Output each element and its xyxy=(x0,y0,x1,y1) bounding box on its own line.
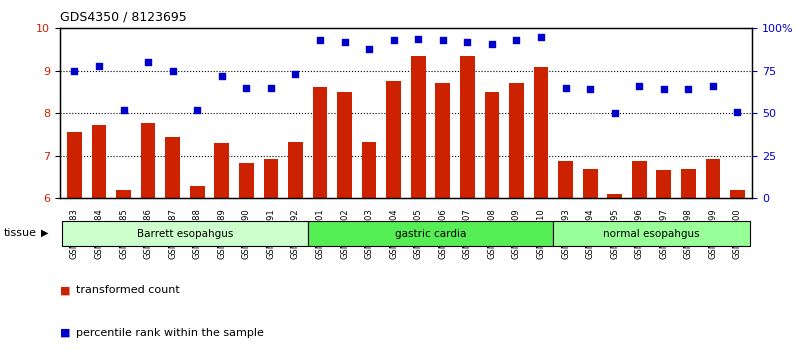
Text: tissue: tissue xyxy=(4,228,37,238)
Bar xyxy=(166,137,180,198)
Bar xyxy=(460,56,474,198)
Bar xyxy=(553,221,750,246)
Bar xyxy=(313,87,327,198)
Bar xyxy=(386,81,401,198)
Bar xyxy=(730,190,745,198)
Point xyxy=(117,107,130,113)
Point xyxy=(68,68,81,74)
Point xyxy=(289,72,302,77)
Bar xyxy=(558,161,573,198)
Point xyxy=(142,59,154,65)
Bar xyxy=(62,221,308,246)
Bar xyxy=(308,221,553,246)
Bar xyxy=(509,83,524,198)
Point xyxy=(191,107,204,113)
Text: ▶: ▶ xyxy=(41,228,49,238)
Point xyxy=(92,63,105,69)
Bar xyxy=(239,163,254,198)
Point xyxy=(731,109,743,114)
Bar xyxy=(705,159,720,198)
Text: gastric cardia: gastric cardia xyxy=(395,229,466,239)
Point xyxy=(486,41,498,46)
Point xyxy=(314,38,326,43)
Bar xyxy=(607,194,622,198)
Point xyxy=(412,36,424,41)
Point xyxy=(240,85,252,91)
Point xyxy=(657,87,670,92)
Point xyxy=(388,38,400,43)
Text: percentile rank within the sample: percentile rank within the sample xyxy=(76,328,263,338)
Point xyxy=(436,38,449,43)
Bar xyxy=(214,143,229,198)
Bar xyxy=(485,92,499,198)
Point xyxy=(510,38,523,43)
Bar xyxy=(411,56,426,198)
Point xyxy=(363,46,376,52)
Point xyxy=(608,110,621,116)
Bar xyxy=(190,186,205,198)
Bar xyxy=(361,142,377,198)
Point xyxy=(682,87,695,92)
Bar xyxy=(533,67,548,198)
Text: normal esopahgus: normal esopahgus xyxy=(603,229,700,239)
Text: ■: ■ xyxy=(60,328,70,338)
Point xyxy=(264,85,277,91)
Bar xyxy=(263,159,279,198)
Bar xyxy=(141,122,155,198)
Point xyxy=(560,85,572,91)
Bar xyxy=(116,190,131,198)
Text: Barrett esopahgus: Barrett esopahgus xyxy=(137,229,233,239)
Point xyxy=(535,34,548,40)
Point xyxy=(707,83,720,89)
Bar xyxy=(435,83,451,198)
Text: GDS4350 / 8123695: GDS4350 / 8123695 xyxy=(60,11,186,24)
Point xyxy=(583,87,596,92)
Bar xyxy=(681,169,696,198)
Text: transformed count: transformed count xyxy=(76,285,179,295)
Point xyxy=(166,68,179,74)
Point xyxy=(216,73,228,79)
Bar xyxy=(657,170,671,198)
Bar xyxy=(632,161,646,198)
Bar xyxy=(338,92,352,198)
Text: ■: ■ xyxy=(60,285,70,295)
Bar xyxy=(288,142,302,198)
Point xyxy=(461,39,474,45)
Bar xyxy=(583,169,598,198)
Bar xyxy=(67,132,82,198)
Point xyxy=(338,39,351,45)
Bar xyxy=(92,125,107,198)
Point xyxy=(633,83,646,89)
